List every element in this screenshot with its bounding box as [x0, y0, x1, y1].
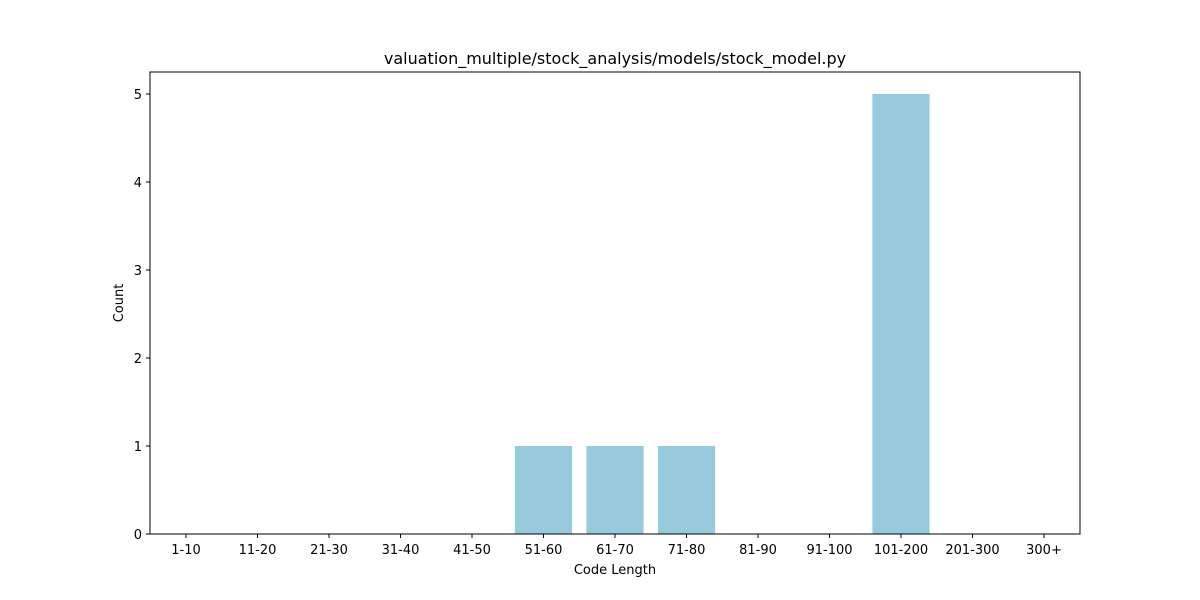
- y-tick-label: 4: [134, 176, 142, 191]
- x-tick-label: 11-20: [239, 543, 277, 558]
- x-axis-ticks: 1-10 11-20 21-30 31-40 41-50 51-60 61-70 71-80 8…: [171, 534, 1062, 558]
- chart-title: valuation_multiple/stock_analysis/models…: [384, 49, 846, 69]
- y-tick-label: 5: [134, 88, 142, 103]
- y-axis-label: Count: [112, 284, 127, 323]
- x-tick-label: 31-40: [382, 543, 420, 558]
- bar-61-70: [586, 446, 644, 534]
- x-tick-label: 51-60: [525, 543, 563, 558]
- y-tick-label: 2: [134, 352, 142, 367]
- x-tick-label: 21-30: [310, 543, 348, 558]
- x-tick-label: 201-300: [945, 543, 999, 558]
- x-tick-label: 81-90: [739, 543, 777, 558]
- x-tick-label: 91-100: [806, 543, 852, 558]
- x-tick-label: 71-80: [668, 543, 706, 558]
- bars-group: [514, 94, 930, 534]
- bar-51-60: [514, 446, 573, 534]
- x-axis-label: Code Length: [574, 563, 656, 578]
- y-axis-ticks: 0 1 2 3 4 5: [134, 88, 150, 543]
- x-tick-label: 101-200: [874, 543, 928, 558]
- y-tick-label: 0: [134, 528, 142, 543]
- x-tick-label: 41-50: [453, 543, 491, 558]
- y-tick-label: 1: [134, 440, 142, 455]
- y-tick-label: 3: [134, 264, 142, 279]
- x-tick-label: 1-10: [171, 543, 201, 558]
- bar-71-80: [657, 446, 716, 534]
- x-tick-label: 61-70: [596, 543, 634, 558]
- x-tick-label: 300+: [1026, 543, 1062, 558]
- bar-101-200: [872, 94, 930, 534]
